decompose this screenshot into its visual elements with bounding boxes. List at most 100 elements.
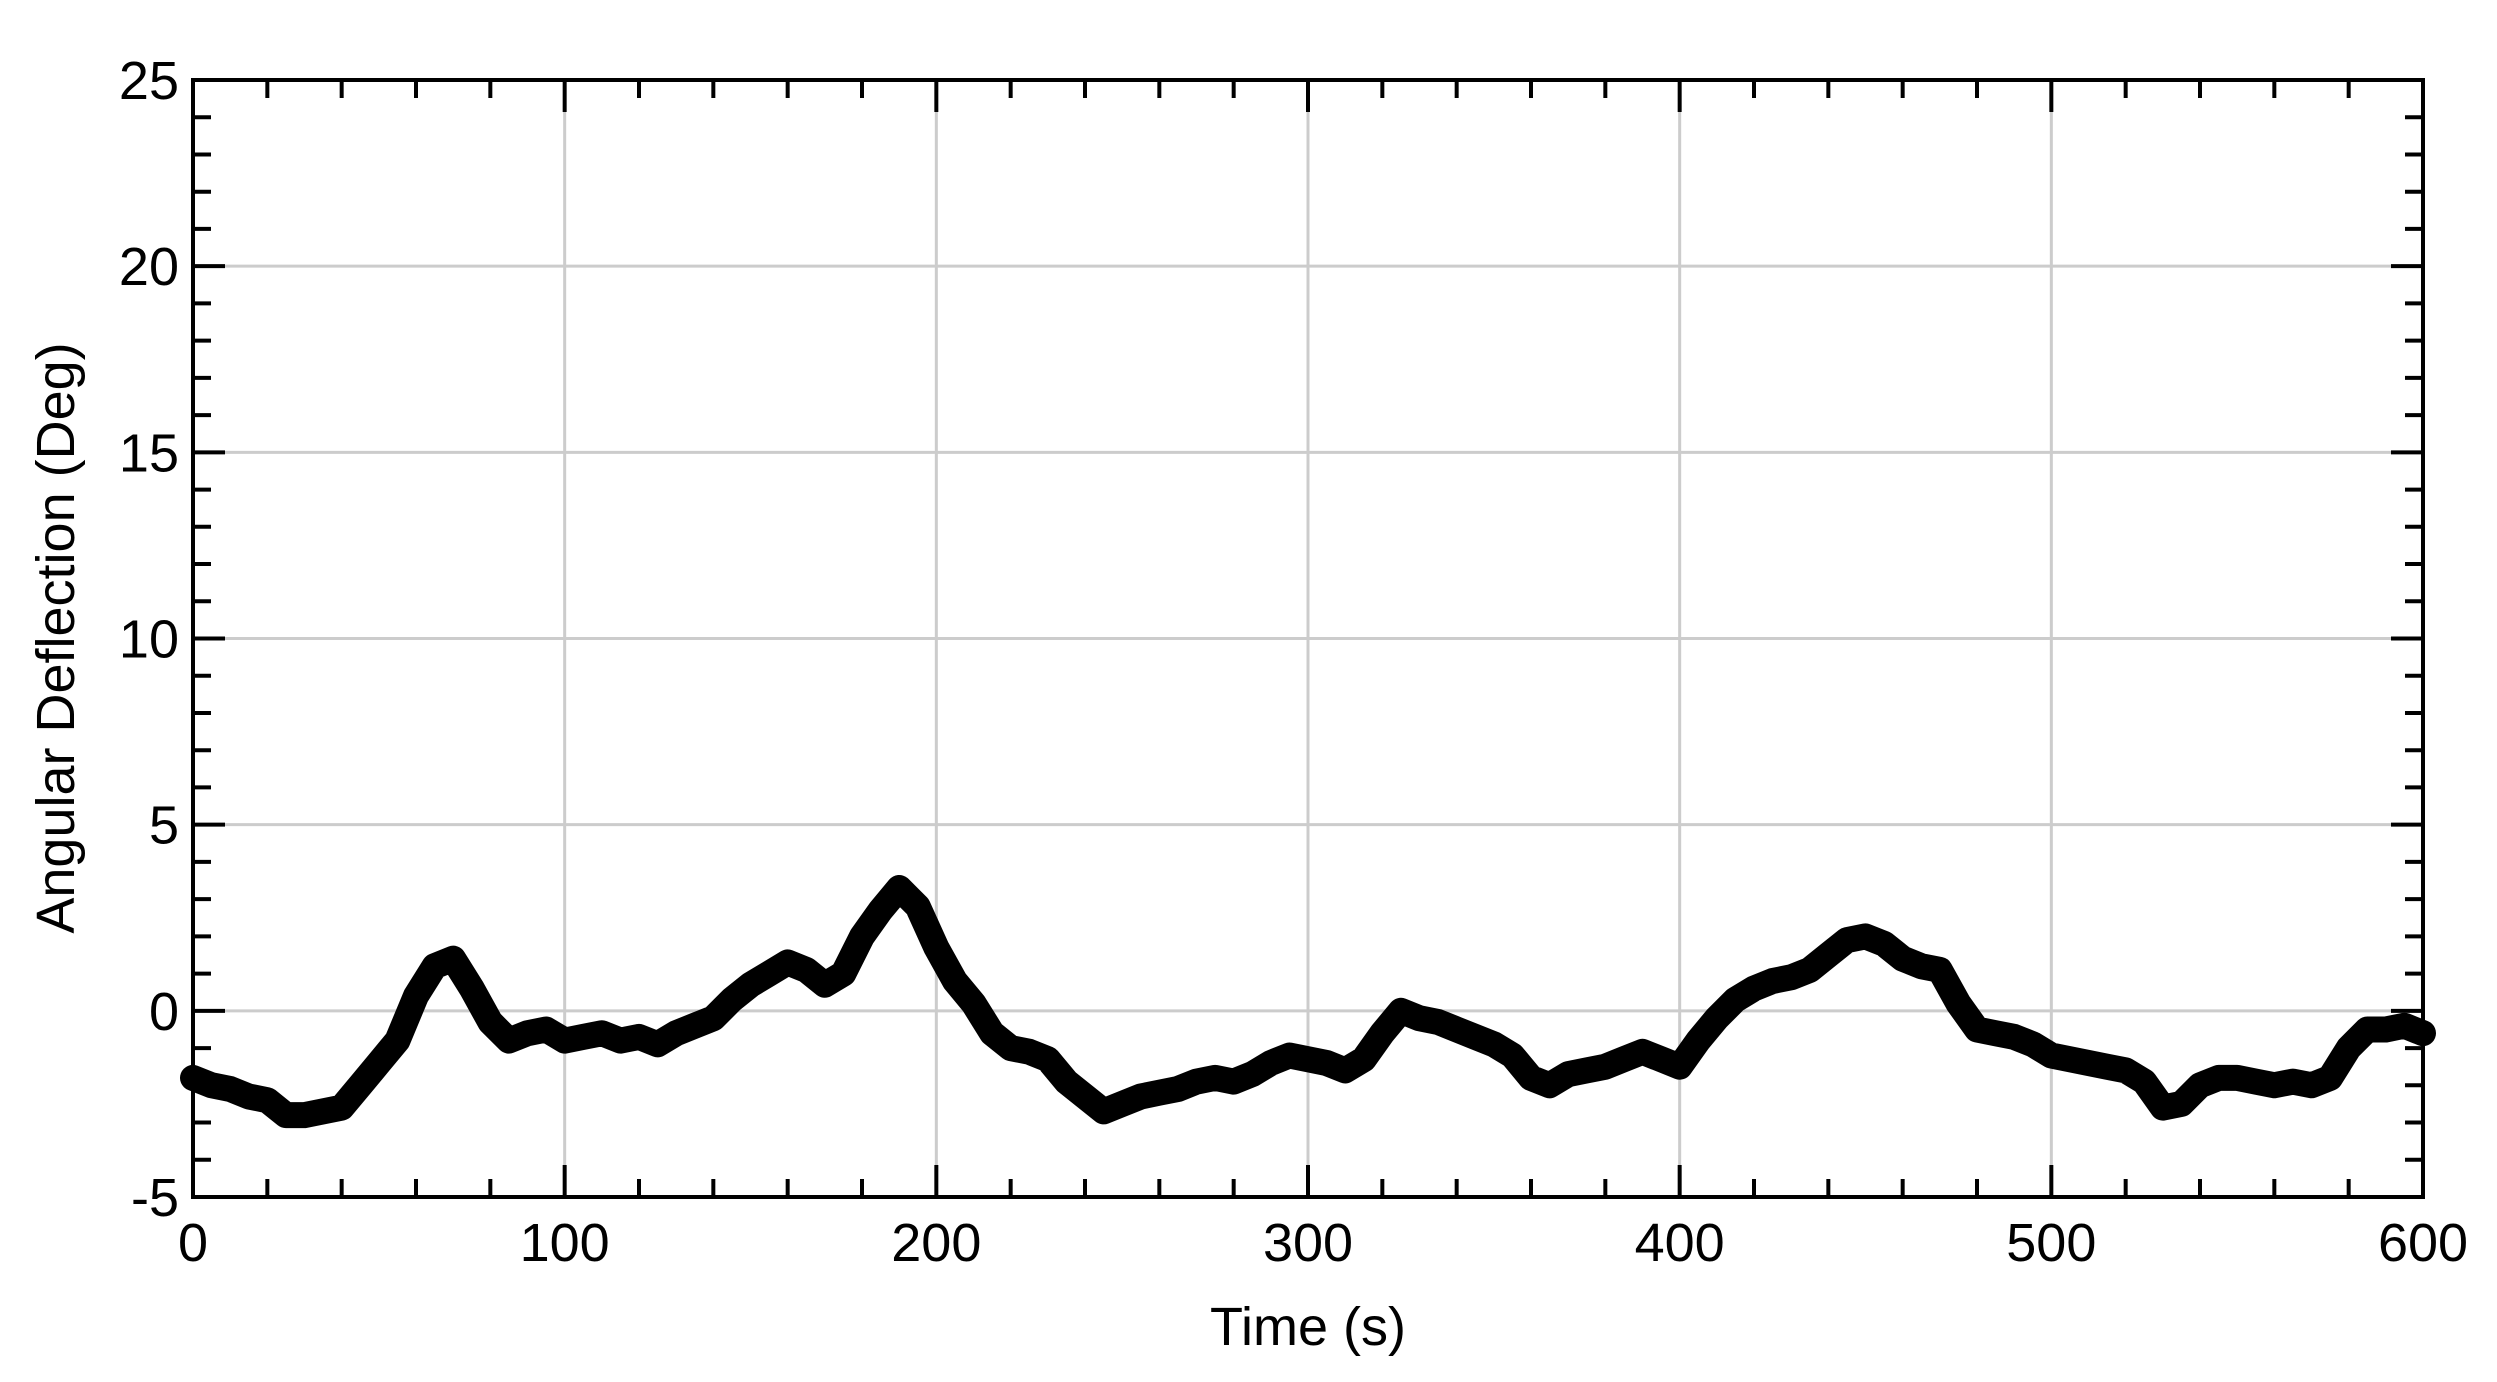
data-point xyxy=(205,1079,218,1092)
data-point xyxy=(577,1030,590,1043)
x-axis-title: Time (s) xyxy=(1210,1297,1406,1357)
data-point xyxy=(1487,1038,1500,1051)
data-point xyxy=(837,967,850,980)
data-point xyxy=(651,1038,664,1051)
data-point xyxy=(1283,1049,1296,1062)
data-point xyxy=(1878,937,1891,950)
data-point xyxy=(1803,963,1816,976)
data-point xyxy=(1246,1068,1259,1081)
data-point xyxy=(595,1027,608,1040)
data-point xyxy=(1989,1027,2002,1040)
data-point xyxy=(428,960,441,973)
data-point xyxy=(2342,1042,2355,1055)
data-point xyxy=(1971,1023,1983,1036)
data-point xyxy=(261,1094,274,1107)
data-point xyxy=(391,1034,404,1047)
data-point xyxy=(725,993,738,1006)
data-point xyxy=(2008,1030,2021,1043)
y-tick-label: 25 xyxy=(119,51,179,111)
x-tick-label: 400 xyxy=(1635,1213,1725,1273)
data-point xyxy=(1952,997,1965,1010)
data-point xyxy=(707,1012,720,1025)
data-point xyxy=(242,1090,255,1103)
data-point xyxy=(633,1030,645,1043)
data-point xyxy=(1227,1075,1240,1088)
data-point xyxy=(948,975,961,988)
data-point xyxy=(911,900,924,913)
data-point xyxy=(1915,960,1928,973)
data-point xyxy=(1562,1068,1575,1081)
data-point xyxy=(1692,1034,1705,1047)
y-axis-title: Angular Deflection (Deg) xyxy=(26,342,86,933)
data-point xyxy=(1859,930,1872,943)
data-point xyxy=(1933,963,1946,976)
data-point xyxy=(1525,1071,1537,1084)
data-point xyxy=(1580,1064,1593,1077)
x-tick-label: 300 xyxy=(1263,1213,1353,1273)
data-point xyxy=(1506,1049,1519,1062)
data-point xyxy=(335,1101,348,1114)
y-tick-label: 15 xyxy=(119,423,179,483)
data-point xyxy=(763,967,776,980)
data-point xyxy=(1655,1053,1668,1066)
data-point xyxy=(1543,1079,1556,1092)
data-point xyxy=(2119,1064,2132,1077)
data-point xyxy=(893,881,906,894)
data-point xyxy=(279,1109,292,1122)
data-point xyxy=(614,1034,627,1047)
data-point xyxy=(1060,1075,1073,1088)
data-point xyxy=(670,1027,683,1040)
data-point xyxy=(540,1023,553,1036)
data-point xyxy=(930,941,943,954)
data-point xyxy=(1134,1090,1147,1103)
data-point xyxy=(1376,1027,1389,1040)
data-point xyxy=(1116,1097,1129,1110)
data-point xyxy=(2231,1071,2244,1084)
data-point xyxy=(2361,1023,2374,1036)
data-point xyxy=(2286,1075,2299,1088)
data-point xyxy=(1840,934,1853,947)
data-point xyxy=(2249,1075,2262,1088)
data-point xyxy=(1079,1090,1091,1103)
data-point xyxy=(874,904,887,917)
data-point xyxy=(2101,1060,2114,1073)
data-point xyxy=(1729,993,1742,1006)
data-point xyxy=(410,989,422,1002)
data-point xyxy=(986,1027,999,1040)
data-point xyxy=(800,963,813,976)
data-point xyxy=(818,978,831,991)
data-point xyxy=(1394,1004,1407,1017)
data-point xyxy=(465,982,478,995)
data-point xyxy=(1450,1023,1463,1036)
data-point xyxy=(2082,1056,2095,1069)
data-point xyxy=(372,1056,385,1069)
y-tick-label: -5 xyxy=(131,1168,179,1228)
data-point xyxy=(2138,1075,2151,1088)
y-tick-label: 10 xyxy=(119,610,179,670)
y-tick-label: 5 xyxy=(149,796,179,856)
data-point xyxy=(856,930,868,943)
data-point xyxy=(2305,1079,2318,1092)
data-point xyxy=(1673,1060,1686,1073)
data-point xyxy=(317,1105,330,1118)
data-point xyxy=(1339,1064,1352,1077)
data-point xyxy=(1097,1105,1110,1118)
data-point xyxy=(447,952,460,965)
data-point xyxy=(1302,1053,1314,1066)
data-point xyxy=(2398,1019,2411,1032)
data-point xyxy=(502,1034,515,1047)
data-point xyxy=(2175,1097,2188,1110)
data-point xyxy=(1264,1056,1277,1069)
data-point xyxy=(354,1079,367,1092)
data-point xyxy=(1171,1083,1184,1096)
plot-frame xyxy=(191,78,2425,1199)
grid-layer xyxy=(193,80,2423,1197)
data-point xyxy=(1432,1016,1445,1029)
data-point xyxy=(1190,1075,1203,1088)
data-point xyxy=(298,1109,311,1122)
data-point xyxy=(2268,1079,2281,1092)
data-point xyxy=(1357,1053,1370,1066)
data-point xyxy=(1320,1056,1333,1069)
data-point xyxy=(1748,982,1760,995)
